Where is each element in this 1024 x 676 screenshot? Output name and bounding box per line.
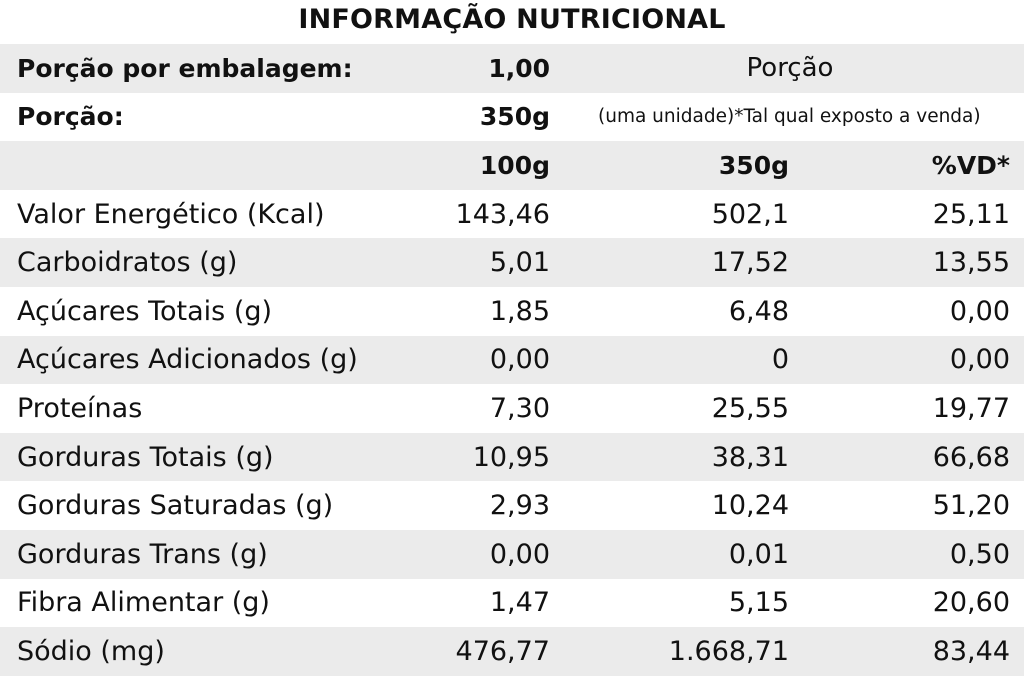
nutrient-name: Gorduras Saturadas (g)	[17, 490, 334, 522]
nutrient-rows: Valor Energético (Kcal) 143,46 502,1 25,11 C…	[0, 190, 1024, 676]
value-vd: 13,55	[932, 247, 1010, 279]
table-row: Sódio (mg) 476,77 1.668,71 83,44	[0, 627, 1024, 676]
nutrient-name: Gorduras Trans (g)	[17, 538, 268, 570]
value-100g: 0,00	[489, 538, 550, 570]
table-row: Valor Energético (Kcal) 143,46 502,1 25,11	[0, 190, 1024, 239]
value-100g: 10,95	[472, 441, 550, 473]
value-vd: 83,44	[932, 635, 1010, 667]
table-row: Açúcares Totais (g) 1,85 6,48 0,00	[0, 287, 1024, 336]
portion-heading: Porção	[746, 53, 834, 84]
value-vd: 66,68	[932, 441, 1010, 473]
table-title: INFORMAÇÃO NUTRICIONAL	[298, 4, 726, 35]
table-row: Proteínas 7,30 25,55 19,77	[0, 384, 1024, 433]
nutrient-name: Gorduras Totais (g)	[17, 441, 274, 473]
value-350g: 5,15	[728, 587, 789, 619]
nutrient-name: Fibra Alimentar (g)	[17, 587, 270, 619]
value-100g: 476,77	[455, 635, 550, 667]
value-vd: 0,50	[949, 538, 1010, 570]
value-vd: 20,60	[932, 587, 1010, 619]
portion-note: (uma unidade)*Tal qual exposto a venda)	[598, 106, 981, 128]
table-row: Açúcares Adicionados (g) 0,00 0 0,00	[0, 335, 1024, 385]
column-header-row: 100g 350g %VD*	[0, 141, 1024, 190]
value-350g: 0,01	[728, 538, 789, 570]
value-vd: 25,11	[932, 198, 1010, 230]
servings-row: Porção por embalagem: 1,00 Porção	[0, 44, 1024, 93]
value-100g: 2,93	[489, 490, 550, 522]
value-350g: 10,24	[711, 490, 789, 522]
value-vd: 51,20	[932, 490, 1010, 522]
portion-label: Porção:	[17, 102, 124, 132]
value-350g: 6,48	[728, 295, 789, 327]
column-header-350g: 350g	[718, 150, 789, 180]
value-vd: 19,77	[932, 392, 1010, 424]
nutrient-name: Açúcares Adicionados (g)	[17, 344, 358, 376]
servings-value: 1,00	[488, 53, 550, 83]
nutrient-name: Açúcares Totais (g)	[17, 295, 273, 327]
table-row: Fibra Alimentar (g) 1,47 5,15 20,60	[0, 579, 1024, 628]
table-row: Gorduras Totais (g) 10,95 38,31 66,68	[0, 432, 1024, 482]
value-350g: 0	[771, 344, 789, 376]
nutrient-name: Valor Energético (Kcal)	[17, 198, 325, 230]
value-vd: 0,00	[949, 344, 1010, 376]
value-vd: 0,00	[949, 295, 1010, 327]
table-row: Gorduras Trans (g) 0,00 0,01 0,50	[0, 529, 1024, 579]
nutrient-name: Sódio (mg)	[17, 635, 165, 667]
value-350g: 502,1	[711, 198, 789, 230]
column-header-vd: %VD*	[931, 150, 1010, 180]
table-row: Gorduras Saturadas (g) 2,93 10,24 51,20	[0, 481, 1024, 530]
value-350g: 38,31	[711, 441, 789, 473]
value-350g: 25,55	[711, 392, 789, 424]
value-350g: 17,52	[711, 247, 789, 279]
value-350g: 1.668,71	[668, 635, 789, 667]
value-100g: 7,30	[489, 392, 550, 424]
value-100g: 1,47	[489, 587, 550, 619]
column-header-100g: 100g	[479, 150, 550, 180]
portion-row: Porção: 350g (uma unidade)*Tal qual expo…	[0, 93, 1024, 142]
value-100g: 0,00	[489, 344, 550, 376]
nutrient-name: Carboidratos (g)	[17, 247, 238, 279]
nutrient-name: Proteínas	[17, 392, 143, 424]
value-100g: 1,85	[489, 295, 550, 327]
table-row: Carboidratos (g) 5,01 17,52 13,55	[0, 238, 1024, 287]
value-100g: 143,46	[455, 198, 550, 230]
value-100g: 5,01	[489, 247, 550, 279]
portion-value: 350g	[479, 102, 550, 132]
servings-label: Porção por embalagem:	[17, 53, 353, 83]
